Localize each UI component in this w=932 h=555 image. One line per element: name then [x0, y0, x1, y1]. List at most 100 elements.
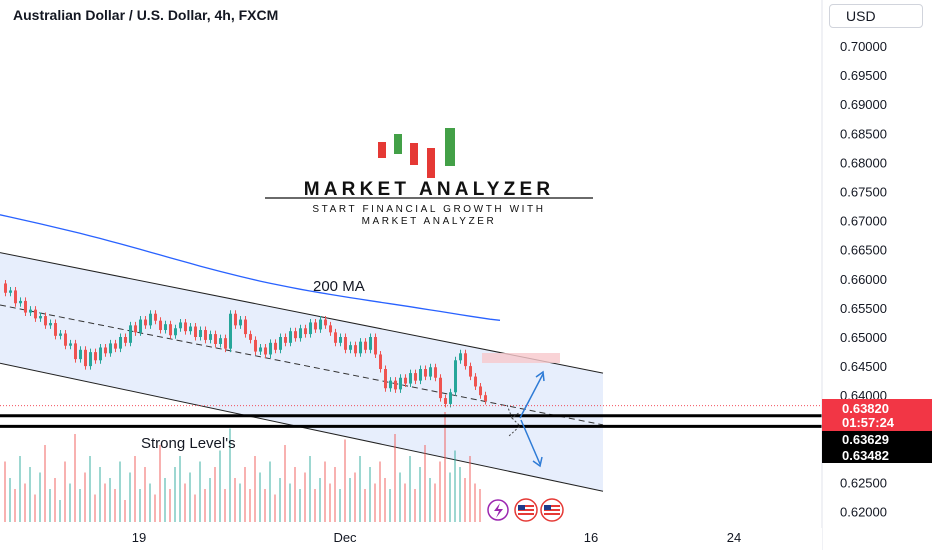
logo-candle: [410, 143, 418, 165]
volume-bar: [174, 467, 176, 522]
price-axis[interactable]: 0.70000 0.69500 0.69000 0.68500 0.68000 0.675…: [821, 0, 932, 550]
volume-bar: [149, 483, 151, 522]
currency-button[interactable]: USD: [829, 4, 923, 28]
volume-bar: [144, 467, 146, 522]
price-tick-label: 0.67000: [840, 214, 887, 229]
volume-bar: [299, 489, 301, 522]
candle-body: [284, 337, 287, 343]
candle-body: [274, 342, 277, 350]
time-tick-label: 16: [584, 530, 598, 545]
volume-bar: [59, 500, 61, 522]
event-icons-layer[interactable]: [487, 498, 564, 522]
price-tick-label: 0.66500: [840, 243, 887, 258]
candle-body: [324, 319, 327, 326]
candle-body: [484, 395, 487, 402]
price-tick-label: 0.62500: [840, 476, 887, 491]
candles-layer: [4, 279, 487, 408]
time-axis[interactable]: 19 Dec 16 24: [0, 528, 822, 550]
volume-bar: [44, 445, 46, 522]
volume-bar: [279, 478, 281, 522]
candle-body: [144, 319, 147, 326]
candle-body: [214, 334, 217, 344]
volume-bar: [359, 456, 361, 522]
price-tick-label: 0.65000: [840, 330, 887, 345]
volume-bar: [34, 494, 36, 522]
volume-bar: [314, 489, 316, 522]
level-2-tag: [822, 447, 932, 463]
candle-body: [129, 325, 132, 343]
volume-bar: [204, 489, 206, 522]
candle-body: [239, 319, 242, 326]
volume-bar: [379, 461, 381, 522]
candle-body: [154, 313, 157, 321]
candle-body: [399, 377, 402, 390]
candle-body: [119, 337, 122, 349]
volume-layer: [4, 412, 481, 522]
volume-bar: [254, 456, 256, 522]
candle-body: [109, 343, 112, 354]
volume-bar: [319, 478, 321, 522]
candle-body: [349, 345, 352, 350]
volume-bar: [49, 489, 51, 522]
candle-body: [414, 373, 417, 381]
time-tick-label: 24: [727, 530, 741, 545]
candle-body: [339, 337, 342, 343]
volume-bar: [259, 472, 261, 522]
volume-bar: [99, 467, 101, 522]
flag-canton: [544, 505, 551, 510]
candle-body: [429, 367, 432, 377]
volume-bar: [194, 494, 196, 522]
candle-body: [69, 343, 72, 346]
volume-bar: [284, 445, 286, 522]
candle-body: [389, 380, 392, 389]
flag-stripe: [518, 511, 534, 513]
candle-body: [294, 331, 297, 339]
volume-bar: [414, 489, 416, 522]
candle-body: [184, 322, 187, 332]
candle-body: [164, 324, 167, 331]
volume-bar: [269, 461, 271, 522]
candle-body: [249, 334, 252, 340]
candle-body: [79, 349, 82, 360]
volume-bar: [339, 489, 341, 522]
candle-body: [54, 323, 57, 336]
volume-bar: [394, 434, 396, 522]
channel-layer: [0, 252, 604, 492]
candle-body: [314, 322, 317, 330]
candle-body: [469, 366, 472, 377]
candle-body: [454, 360, 457, 393]
ma-label: 200 MA: [313, 278, 365, 295]
candle-body: [9, 290, 12, 293]
volume-bar: [434, 483, 436, 522]
volume-bar: [214, 467, 216, 522]
candle-body: [394, 380, 397, 390]
volume-bar: [209, 478, 211, 522]
volume-bar: [424, 445, 426, 522]
candle-body: [234, 313, 237, 326]
candle-body: [209, 334, 212, 340]
candle-body: [224, 338, 227, 349]
price-tick-label: 0.68000: [840, 155, 887, 170]
volume-bar: [274, 494, 276, 522]
volume-bar: [94, 494, 96, 522]
ma-layer: [0, 214, 501, 321]
candle-body: [124, 337, 127, 343]
volume-bar: [404, 483, 406, 522]
candle-body: [329, 325, 332, 333]
volume-bar: [154, 494, 156, 522]
volume-bar: [114, 489, 116, 522]
volume-bar: [334, 467, 336, 522]
projection-dotted-path: [506, 404, 521, 419]
level-1-value: 0.63629: [842, 432, 889, 447]
candle-body: [384, 369, 387, 389]
volume-bar: [474, 483, 476, 522]
candle-body: [319, 319, 322, 330]
volume-bar: [9, 478, 11, 522]
volume-bar: [264, 489, 266, 522]
volume-bar: [229, 428, 231, 522]
strong-level-label: Strong Level's: [141, 435, 236, 452]
candle-body: [199, 330, 202, 337]
price-tick-label: 0.67500: [840, 185, 887, 200]
volume-bar: [294, 467, 296, 522]
